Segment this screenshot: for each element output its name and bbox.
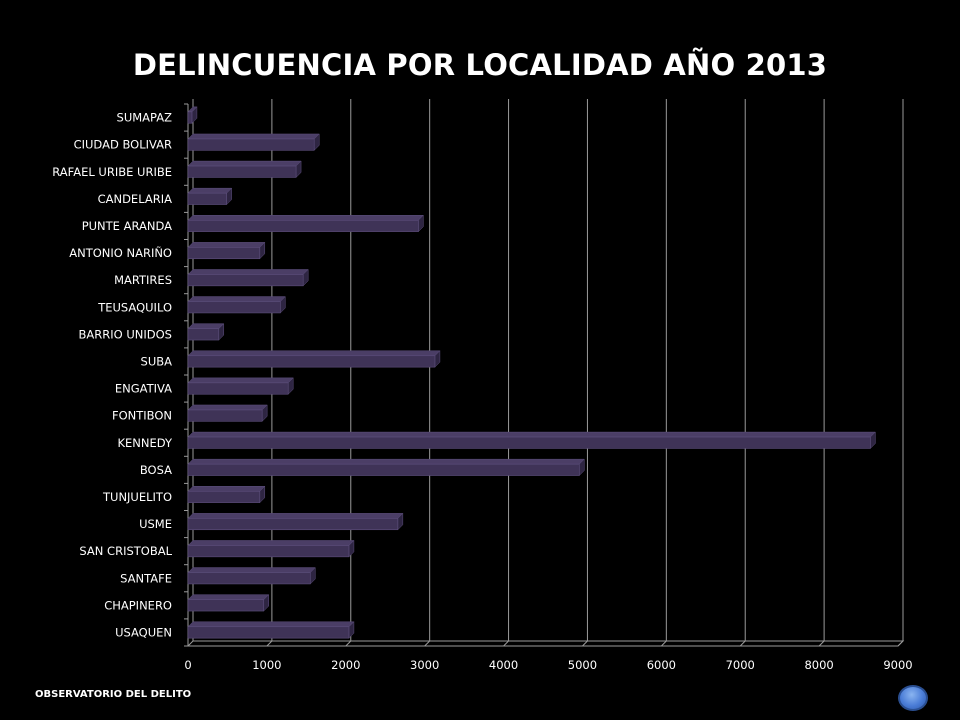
bars xyxy=(187,106,876,639)
bar xyxy=(187,165,297,178)
bar xyxy=(187,328,220,341)
category-label: CHAPINERO xyxy=(104,598,172,612)
bar xyxy=(187,111,193,124)
category-label: PUNTE ARANDA xyxy=(82,219,172,233)
category-label: USAQUEN xyxy=(115,625,172,639)
bar-top-face xyxy=(187,215,424,221)
bar xyxy=(187,355,436,368)
x-tick-label: 6000 xyxy=(647,658,676,672)
bar-top-face xyxy=(187,594,270,600)
x-tick-label: 5000 xyxy=(568,658,597,672)
bar xyxy=(187,301,281,314)
category-label: USME xyxy=(139,517,172,531)
bar xyxy=(187,490,261,503)
bar xyxy=(187,274,304,287)
category-label: FONTIBON xyxy=(112,409,172,423)
bar-top-face xyxy=(187,431,876,438)
bar-top-face xyxy=(187,187,233,194)
category-label: SUMAPAZ xyxy=(117,111,173,125)
category-labels: SUMAPAZ CIUDAD BOLIVAR RAFAEL URIBE URIBE C… xyxy=(52,111,173,640)
bar-top-face xyxy=(187,242,266,248)
category-label: SANTAFE xyxy=(120,571,172,585)
category-label: BARRIO UNIDOS xyxy=(79,327,172,341)
bar xyxy=(187,138,315,151)
x-tick-label: 8000 xyxy=(804,658,833,672)
gridline xyxy=(266,99,273,647)
gridline xyxy=(424,99,431,647)
bar-top-face xyxy=(187,377,294,384)
gridline xyxy=(582,99,588,647)
bar xyxy=(187,463,580,476)
gridline xyxy=(818,99,825,647)
bar-top-face xyxy=(187,486,266,492)
category-label: SUBA xyxy=(141,354,173,368)
gridline xyxy=(345,99,352,647)
category-label: SAN CRISTOBAL xyxy=(79,544,172,558)
chart-title: DELINCUENCIA POR LOCALIDAD AÑO 2013 xyxy=(132,48,828,82)
category-label: CANDELARIA xyxy=(98,192,173,206)
gridline xyxy=(739,99,746,647)
footer-label: OBSERVATORIO DEL DELITO xyxy=(35,689,192,700)
bar xyxy=(187,382,289,395)
category-label: KENNEDY xyxy=(117,436,173,450)
bar xyxy=(187,219,419,232)
floor xyxy=(186,640,905,647)
x-tick-label: 2000 xyxy=(331,658,360,672)
category-label: CIUDAD BOLIVAR xyxy=(74,138,172,152)
x-tick-label: 0 xyxy=(184,658,191,672)
category-label: ANTONIO NARIÑO xyxy=(69,245,172,260)
bar-top-face xyxy=(187,350,441,357)
x-tick-label: 1000 xyxy=(252,658,281,672)
gridlines xyxy=(266,99,904,647)
bar-top-face xyxy=(187,160,302,167)
bar xyxy=(187,599,265,612)
x-tick-label: 9000 xyxy=(883,658,912,672)
navigation-button[interactable] xyxy=(898,685,928,711)
category-label: MARTIRES xyxy=(114,273,172,287)
category-label: TUNJUELITO xyxy=(102,490,172,504)
category-label: RAFAEL URIBE URIBE xyxy=(52,165,172,179)
axes xyxy=(184,99,905,647)
bar xyxy=(187,409,263,422)
bar-top-face xyxy=(187,540,355,546)
bar xyxy=(187,518,399,531)
bar-top-face xyxy=(187,567,316,573)
x-tick-label: 3000 xyxy=(410,658,439,672)
bar xyxy=(187,247,261,260)
bar-top-face xyxy=(187,269,309,275)
x-tick-label: 7000 xyxy=(726,658,755,672)
bar-top-face xyxy=(187,458,585,465)
bar-top-face xyxy=(187,323,225,329)
category-label: ENGATIVA xyxy=(115,382,172,396)
gridline xyxy=(660,99,667,647)
category-label: BOSA xyxy=(140,463,172,477)
bar xyxy=(187,572,311,585)
bar-top-face xyxy=(187,404,268,411)
bar-top-face xyxy=(187,513,404,519)
bar xyxy=(187,192,227,205)
x-tick-labels: 0 1000 2000 3000 4000 5000 6000 7000 8000 9000 xyxy=(184,658,912,672)
bar-top-face xyxy=(187,296,286,302)
x-tick-label: 4000 xyxy=(489,658,518,672)
bar-top-face xyxy=(187,621,355,628)
category-label: TEUSAQUILO xyxy=(97,300,172,314)
bar xyxy=(187,436,871,449)
bar xyxy=(187,626,350,639)
gridline xyxy=(897,99,904,647)
bar xyxy=(187,545,350,558)
bar-top-face xyxy=(187,133,320,140)
gridline xyxy=(503,99,510,647)
